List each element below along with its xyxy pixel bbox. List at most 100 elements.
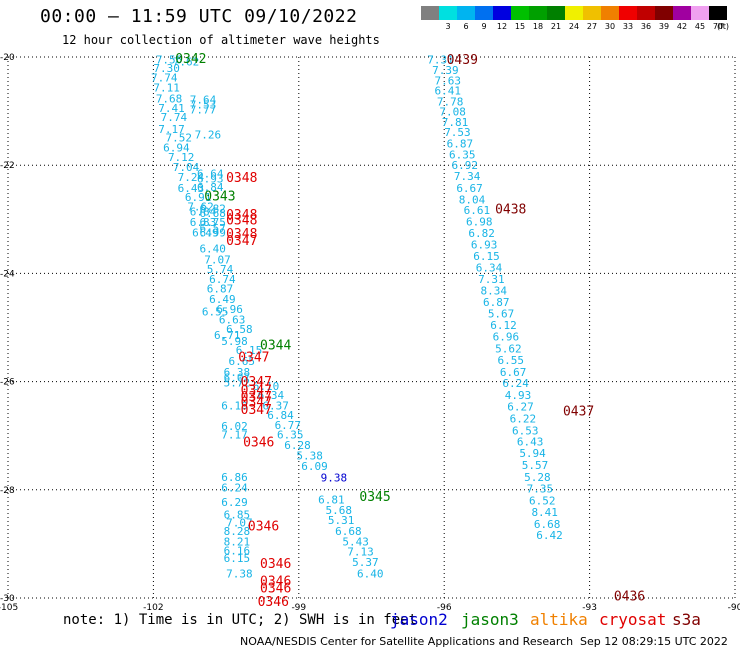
legend-tick-label: 33 — [622, 22, 634, 31]
color-scale-unit: (ft) — [717, 22, 730, 31]
pass-time-label: 0346 — [258, 595, 289, 610]
swh-value-label: 6.67 — [456, 182, 483, 195]
swh-value-label: 8.41 — [531, 506, 558, 519]
legend-tick-label: 12 — [496, 22, 508, 31]
swh-value-label: 7.63 — [435, 74, 462, 87]
satellite-name-s3a: s3a — [672, 610, 701, 629]
legend-tick-label: 18 — [532, 22, 544, 31]
swh-value-label: 6.40 — [199, 243, 226, 256]
pass-time-label: 0347 — [241, 375, 272, 390]
swh-value-label: 6.75 — [199, 216, 226, 229]
legend-swatch — [511, 6, 529, 20]
legend-tick-label: 30 — [604, 22, 616, 31]
swh-value-label: 7.53 — [444, 126, 471, 139]
legend-swatch — [691, 6, 709, 20]
legend-tick-label: 15 — [514, 22, 526, 31]
chart-subtitle: 12 hour collection of altimeter wave hei… — [62, 33, 380, 47]
legend-tick-label: 70 — [712, 22, 724, 31]
swh-value-label: 7.74 — [151, 72, 178, 85]
swh-value-label: 6.53 — [512, 424, 539, 437]
legend-swatch — [619, 6, 637, 20]
swh-value-label: 6.82 — [468, 227, 495, 240]
swh-value-label: 6.09 — [301, 460, 328, 473]
swh-value-label: 6.07 — [224, 371, 251, 384]
satellite-name-cryosat: cryosat — [599, 610, 667, 629]
pass-time-label: 0438 — [495, 202, 526, 217]
swh-value-label: 6.58 — [226, 323, 253, 336]
y-tick-label: -30 — [0, 594, 15, 604]
swh-value-label: 5.72 — [224, 377, 251, 390]
swh-value-label: 8.34 — [481, 285, 508, 298]
swh-value-label: 6.68 — [335, 525, 362, 538]
swh-value-label: 6.65 — [229, 355, 256, 368]
swh-value-label: 7.07 — [226, 516, 253, 529]
legend-tick-label: 42 — [676, 22, 688, 31]
swh-value-label: 6.82 — [199, 202, 226, 215]
swh-value-label: 7.17 — [158, 123, 185, 136]
swh-value-label: 5.43 — [342, 536, 369, 549]
swh-value-label: 6.34 — [258, 389, 285, 402]
swh-value-label: 6.68 — [534, 518, 561, 531]
swh-value-label: 6.55 — [202, 305, 229, 318]
legend-swatch — [529, 6, 547, 20]
swh-value-label: 6.43 — [178, 182, 205, 195]
swh-value-label: 6.91 — [185, 191, 212, 204]
swh-value-label: 6.84 — [267, 409, 294, 422]
swh-value-label: 6.49 — [209, 293, 236, 306]
swh-value-label: 6.84 — [197, 181, 224, 194]
pass-time-label: 0346 — [260, 575, 291, 590]
legend-tick-label: 21 — [550, 22, 562, 31]
swh-value-label: 7.53 — [190, 99, 217, 112]
legend-tick-label: 36 — [640, 22, 652, 31]
swh-value-label: 5.28 — [524, 471, 551, 484]
y-tick-label: -28 — [0, 486, 15, 496]
swh-value-label: 5.31 — [328, 514, 355, 527]
swh-value-label: 6.61 — [464, 204, 491, 217]
swh-value-label: 6.10 — [253, 380, 279, 393]
swh-value-label: 7.52 — [166, 132, 193, 145]
swh-value-label: 6.87 — [447, 138, 474, 151]
swh-value-label: 6.93 — [471, 239, 498, 252]
swh-value-label: 6.71 — [214, 329, 241, 342]
swh-value-label: 6.52 — [529, 495, 556, 508]
swh-value-label: 6.57 — [199, 222, 226, 235]
swh-value-label: 6.02 — [221, 420, 248, 433]
pass-time-label: 0347 — [241, 384, 272, 399]
satellite-name-jason3: jason3 — [461, 610, 519, 629]
swh-value-label: 6.81 — [318, 494, 345, 507]
legend-tick-label: 39 — [658, 22, 670, 31]
pass-time-label: 0346 — [248, 520, 279, 535]
legend-tick-label: 24 — [568, 22, 580, 31]
swh-value-label: 7.62 — [173, 55, 200, 68]
legend-swatch — [601, 6, 619, 20]
swh-value-label: 5.68 — [325, 504, 352, 517]
legend-tick-label: 27 — [586, 22, 598, 31]
swh-value-label: 7.31 — [478, 273, 505, 286]
footer-timestamp: Sep 12 08:29:15 UTC 2022 — [580, 635, 728, 648]
swh-value-label: 5.38 — [296, 450, 323, 463]
pass-time-label: 0346 — [243, 436, 274, 451]
y-tick-label: -24 — [0, 269, 15, 279]
footer-note: note: 1) Time is in UTC; 2) SWH is in fe… — [63, 612, 418, 628]
pass-time-label: 0348 — [226, 227, 257, 242]
swh-value-label: 6.41 — [435, 85, 462, 98]
legend-swatch — [673, 6, 691, 20]
swh-value-label: 7.64 — [190, 94, 217, 107]
legend-swatch — [421, 6, 439, 20]
pass-time-label: 0346 — [260, 582, 291, 597]
pass-time-label: 0347 — [241, 390, 272, 405]
y-tick-label: -22 — [0, 161, 15, 171]
swh-value-label: 7.41 — [158, 102, 185, 115]
swh-value-label: 6.92 — [451, 159, 478, 172]
swh-value-label: 6.15 — [224, 552, 251, 565]
swh-value-label: 9.38 — [321, 471, 348, 484]
swh-value-label: 6.24 — [502, 377, 529, 390]
pass-time-label: 0343 — [204, 189, 235, 204]
swh-value-label: 6.10 — [221, 399, 248, 412]
swh-value-label: 6.98 — [466, 215, 493, 228]
swh-value-label: 5.94 — [519, 447, 546, 460]
swh-value-label: 6.74 — [209, 273, 236, 286]
legend-swatch — [439, 6, 457, 20]
swh-value-label: 6.86 — [221, 471, 248, 484]
